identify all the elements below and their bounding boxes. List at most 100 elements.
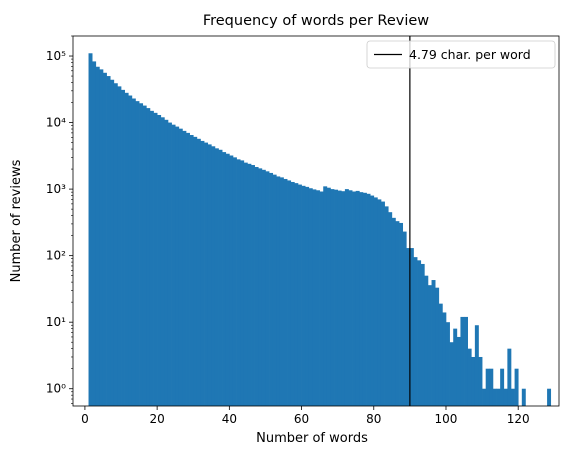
histogram-bar	[167, 122, 172, 406]
histogram-bar	[247, 163, 252, 406]
histogram-bar	[106, 76, 111, 406]
histogram-bar	[406, 248, 411, 406]
histogram-bar	[146, 108, 151, 406]
histogram-bar	[113, 83, 118, 407]
x-tick-label: 80	[366, 412, 381, 426]
histogram-bar	[186, 132, 190, 406]
histogram-bar	[377, 199, 382, 406]
histogram-bar	[279, 177, 284, 406]
histogram-bar	[269, 172, 274, 406]
histogram-bar	[489, 368, 494, 406]
histogram-bar	[323, 186, 328, 406]
histogram-bar	[276, 176, 281, 406]
histogram-bar	[316, 190, 320, 406]
histogram-bar	[200, 140, 205, 407]
y-tick-label: 10⁰	[46, 382, 66, 396]
histogram-bar	[182, 130, 187, 406]
histogram-bar	[128, 95, 133, 407]
x-tick-label: 40	[222, 412, 237, 426]
histogram-bar	[92, 61, 97, 406]
histogram-bar	[297, 184, 302, 406]
histogram-bar	[236, 159, 241, 406]
histogram-bar	[265, 171, 270, 406]
chart-title: Frequency of words per Review	[203, 13, 429, 29]
histogram-bar	[370, 195, 375, 406]
y-axis-ticks: 10⁰ 10¹ 10² 10³ 10⁴ 10⁵	[46, 35, 73, 404]
histogram-bar	[171, 124, 176, 407]
histogram-bar	[99, 69, 104, 406]
y-tick-label: 10¹	[46, 315, 66, 329]
histogram-bar	[478, 356, 483, 406]
histogram-bar	[352, 191, 357, 406]
x-tick-label: 100	[435, 412, 458, 426]
histogram-bar	[359, 192, 364, 406]
histogram-bar	[95, 66, 100, 406]
histogram-bar	[308, 188, 313, 406]
histogram-bar	[547, 388, 552, 406]
histogram-bar	[211, 146, 216, 407]
histogram-bar	[283, 178, 288, 406]
histogram-bar	[193, 136, 198, 406]
histogram-bar	[467, 348, 472, 406]
histogram-bar	[139, 103, 144, 407]
histogram-bar	[341, 191, 346, 406]
histogram-bar	[492, 388, 497, 406]
histogram-bar	[121, 89, 125, 407]
histogram-bar	[189, 135, 194, 406]
histogram-bar	[214, 148, 219, 406]
histogram-bar	[88, 53, 93, 406]
histogram-bar	[110, 79, 115, 406]
legend-label: 4.79 char. per word	[409, 47, 531, 62]
plot-frame	[72, 35, 560, 407]
histogram-bar	[337, 190, 342, 406]
histogram-bar	[204, 142, 209, 406]
histogram-bar	[427, 285, 432, 406]
histogram-bar	[417, 260, 422, 406]
histogram-bar	[160, 117, 165, 407]
histogram-bar	[294, 183, 299, 406]
histogram-bar	[460, 316, 465, 406]
histogram-bar	[453, 328, 458, 406]
histogram-bar	[301, 185, 306, 406]
histogram-bar	[445, 322, 450, 406]
legend-box	[366, 40, 556, 69]
histogram-bar	[344, 189, 349, 406]
histogram-bar	[514, 368, 519, 406]
histogram-bar	[399, 222, 404, 406]
histogram-bar	[373, 197, 378, 406]
histogram-bar	[348, 190, 353, 406]
histogram-bar	[431, 280, 436, 406]
histogram-bar	[395, 221, 400, 406]
histogram-bar	[135, 101, 140, 406]
histogram-bar	[225, 153, 230, 406]
histogram-bar	[409, 248, 414, 406]
histogram-bar	[117, 86, 122, 407]
histogram-bar	[290, 181, 295, 406]
x-tick-label: 20	[149, 412, 164, 426]
histogram-bar	[258, 168, 263, 406]
histogram-bar	[384, 206, 389, 406]
histogram-bar	[222, 152, 227, 406]
histogram-bar	[521, 388, 526, 406]
histogram-bar	[272, 174, 277, 406]
histogram-bar	[485, 368, 490, 406]
histogram-bar	[391, 217, 396, 406]
y-tick-label: 10⁴	[46, 116, 66, 130]
histogram-bar	[131, 98, 136, 406]
histogram-bar	[435, 287, 440, 406]
histogram-bar	[207, 144, 212, 406]
histogram-bar	[178, 128, 183, 406]
histogram-bar	[243, 162, 248, 406]
histogram-bar	[142, 105, 147, 406]
histogram-bar	[175, 126, 180, 406]
histogram-bar	[319, 191, 324, 406]
histogram-bar	[157, 114, 162, 407]
histogram-bar	[153, 112, 158, 406]
histogram-bar	[366, 193, 371, 406]
histogram-bar	[355, 190, 360, 406]
histogram-bar	[287, 180, 292, 406]
histogram-bar	[500, 368, 505, 406]
x-tick-label: 120	[507, 412, 530, 426]
histogram-bar	[424, 275, 429, 406]
